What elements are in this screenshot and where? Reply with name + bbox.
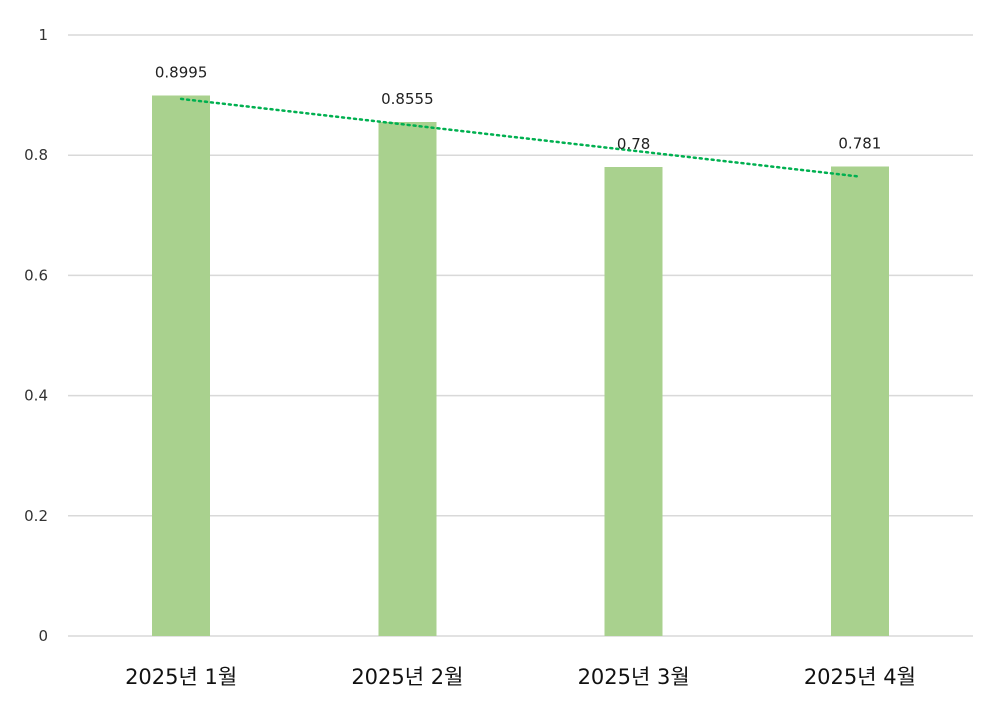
y-tick-label: 0 xyxy=(38,627,48,645)
trendline-layer xyxy=(179,97,862,178)
y-tick-label: 0.2 xyxy=(24,507,48,525)
x-tick-label: 2025년 1월 xyxy=(125,665,237,689)
bars xyxy=(152,95,889,637)
bar xyxy=(830,166,889,636)
y-tick-label: 1 xyxy=(38,26,48,44)
y-tick-label: 0.4 xyxy=(24,387,48,405)
data-label: 0.8995 xyxy=(155,63,208,81)
y-tick-label: 0.6 xyxy=(24,266,48,284)
bar xyxy=(152,95,211,636)
data-label: 0.78 xyxy=(617,135,650,153)
data-labels: 0.8995 0.8555 0.78 0.781 xyxy=(155,63,881,153)
x-tick-label: 2025년 3월 xyxy=(578,665,690,689)
trendline xyxy=(179,97,862,178)
gridlines xyxy=(68,34,973,637)
data-label: 0.781 xyxy=(838,135,881,153)
bar xyxy=(604,167,663,636)
x-tick-label: 2025년 4월 xyxy=(804,665,916,689)
x-tick-label: 2025년 2월 xyxy=(351,665,463,689)
data-label: 0.8555 xyxy=(381,90,434,108)
x-axis-tick-labels: 2025년 1월 2025년 2월 2025년 3월 2025년 4월 xyxy=(125,665,916,689)
y-tick-label: 0.8 xyxy=(24,146,48,164)
y-axis-tick-labels: 0 0.2 0.4 0.6 0.8 1 xyxy=(24,26,48,645)
bar xyxy=(378,121,437,637)
